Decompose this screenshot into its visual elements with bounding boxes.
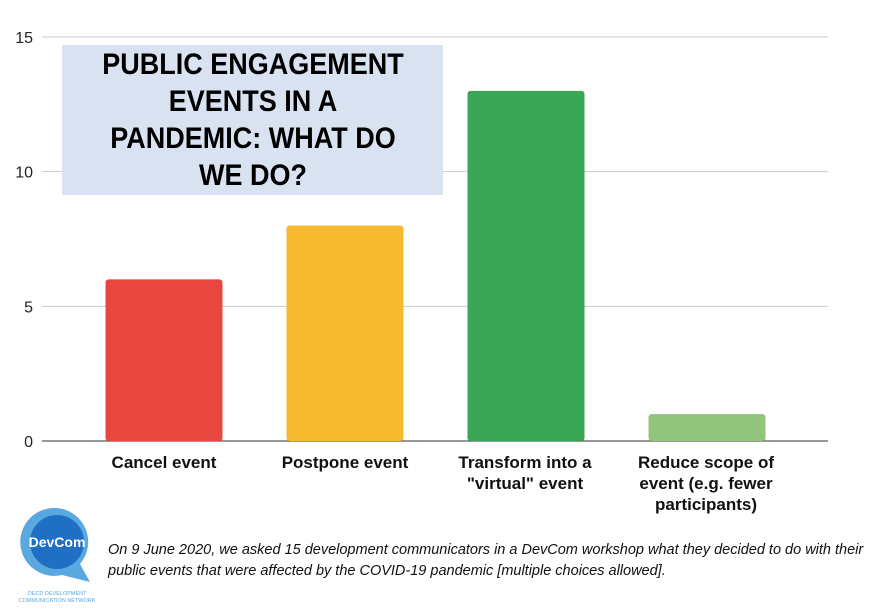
y-tick-label: 15 bbox=[15, 30, 33, 47]
bar bbox=[105, 279, 223, 441]
caption: On 9 June 2020, we asked 15 development … bbox=[108, 542, 864, 579]
chart-title-box: PUBLIC ENGAGEMENT EVENTS IN A PANDEMIC: … bbox=[62, 45, 443, 195]
svg-text:DevCom: DevCom bbox=[29, 534, 86, 550]
category-label: Reduce scope of event (e.g. fewer partic… bbox=[637, 453, 775, 514]
y-tick-label: 0 bbox=[24, 434, 33, 451]
devcom-logo: DevCom OECD DEVELOPMENT COMMUNICATION NE… bbox=[19, 507, 96, 604]
y-tick-label: 10 bbox=[15, 165, 33, 182]
svg-text:COMMUNICATION NETWORK: COMMUNICATION NETWORK bbox=[19, 598, 96, 604]
svg-text:OECD DEVELOPMENT: OECD DEVELOPMENT bbox=[28, 591, 88, 597]
category-label: Transform into a "virtual" event bbox=[458, 453, 592, 493]
chart-title: PUBLIC ENGAGEMENT EVENTS IN A PANDEMIC: … bbox=[101, 48, 404, 192]
bar bbox=[648, 414, 766, 441]
category-label: Postpone event bbox=[281, 453, 409, 472]
bar bbox=[286, 225, 404, 441]
bar bbox=[467, 90, 585, 441]
category-label: Cancel event bbox=[111, 453, 217, 472]
y-tick-label: 5 bbox=[24, 299, 33, 316]
